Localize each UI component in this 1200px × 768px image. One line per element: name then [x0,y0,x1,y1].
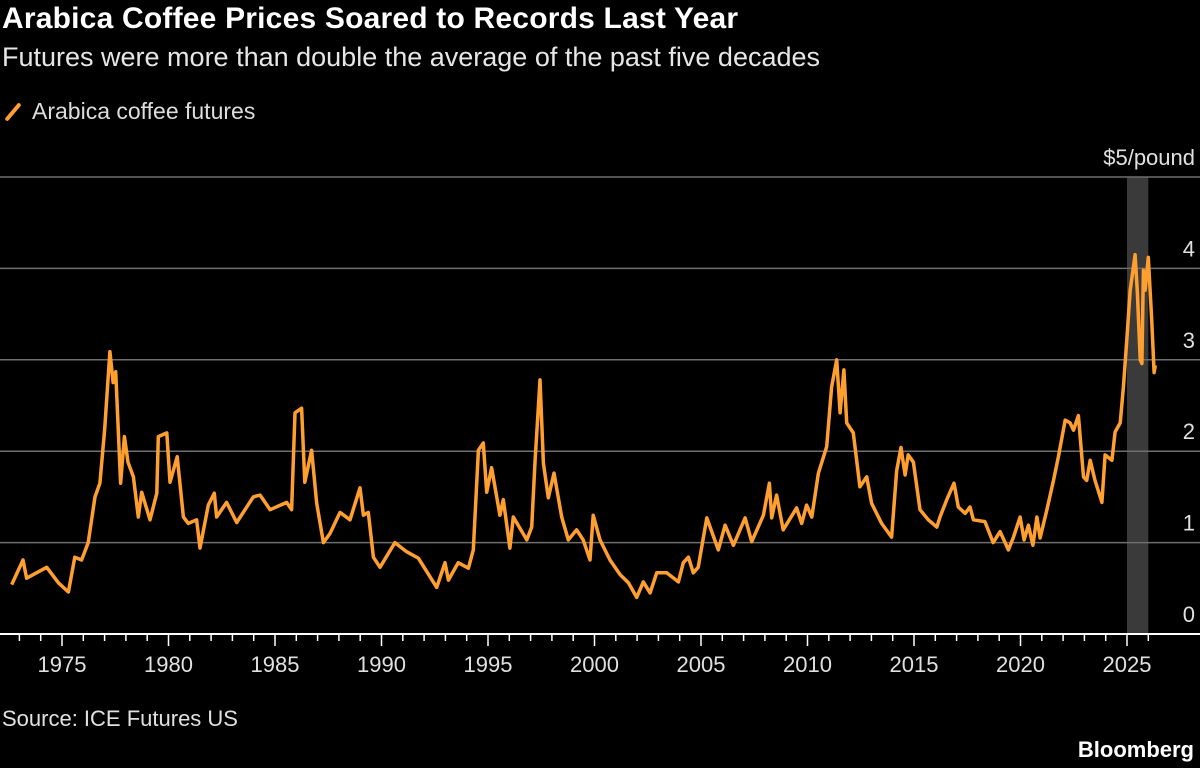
y-tick-label: $5/pound [1103,145,1195,170]
y-tick-label: 2 [1183,419,1195,444]
series-line-arabica [10,252,1158,600]
source-note: Source: ICE Futures US [2,706,238,731]
y-tick-label: 1 [1183,511,1195,536]
x-tick-label: 2000 [570,652,619,677]
chart-plot: 0 1 2 3 4 $5/pound 1975 1980 1985 1990 1995 2000 200… [0,145,1200,677]
x-tick-label: 2005 [677,652,726,677]
bloomberg-logo: Bloomberg [1077,737,1194,762]
y-tick-label: 3 [1183,328,1195,353]
x-tick-label: 1980 [144,652,193,677]
legend-label: Arabica coffee futures [32,98,256,124]
x-tick-label: 1995 [464,652,513,677]
x-tick-label: 2010 [783,652,832,677]
x-tick-label: 2025 [1103,652,1152,677]
y-tick-label: 0 [1183,602,1195,627]
x-tick-label: 2020 [996,652,1045,677]
y-tick-label: 4 [1183,236,1195,261]
legend: Arabica coffee futures [4,98,255,125]
x-tick-label: 1990 [357,652,406,677]
x-tick-label: 1975 [38,652,87,677]
chart-title: Arabica Coffee Prices Soared to Records … [2,2,739,35]
x-tick-label: 2015 [890,652,939,677]
highlight-band [1127,177,1149,634]
chart-subtitle: Futures were more than double the averag… [2,42,821,72]
x-tick-label: 1985 [251,652,300,677]
